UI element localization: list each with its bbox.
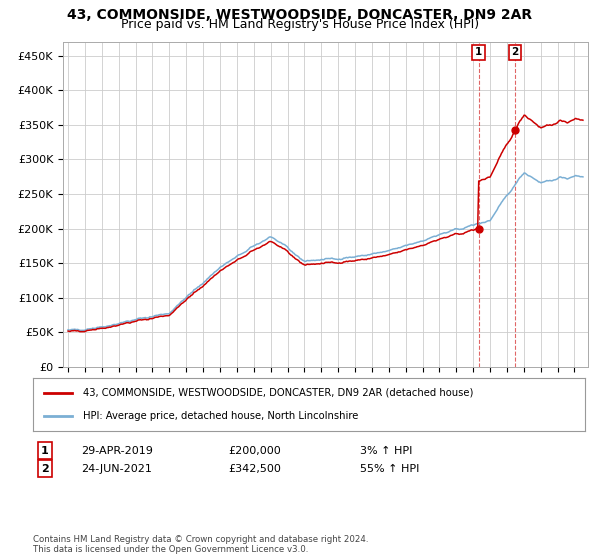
Text: 1: 1 [475,48,482,57]
Text: 43, COMMONSIDE, WESTWOODSIDE, DONCASTER, DN9 2AR (detached house): 43, COMMONSIDE, WESTWOODSIDE, DONCASTER,… [83,388,473,398]
Text: Contains HM Land Registry data © Crown copyright and database right 2024.
This d: Contains HM Land Registry data © Crown c… [33,535,368,554]
Text: HPI: Average price, detached house, North Lincolnshire: HPI: Average price, detached house, Nort… [83,411,358,421]
Text: 2: 2 [511,48,518,57]
Text: 55% ↑ HPI: 55% ↑ HPI [360,464,419,474]
Text: 1: 1 [41,446,49,456]
Text: 2: 2 [41,464,49,474]
Text: £342,500: £342,500 [228,464,281,474]
Text: 3% ↑ HPI: 3% ↑ HPI [360,446,412,456]
Text: 43, COMMONSIDE, WESTWOODSIDE, DONCASTER, DN9 2AR: 43, COMMONSIDE, WESTWOODSIDE, DONCASTER,… [67,8,533,22]
Text: 29-APR-2019: 29-APR-2019 [81,446,153,456]
Text: £200,000: £200,000 [228,446,281,456]
Text: 24-JUN-2021: 24-JUN-2021 [81,464,152,474]
Text: Price paid vs. HM Land Registry's House Price Index (HPI): Price paid vs. HM Land Registry's House … [121,18,479,31]
